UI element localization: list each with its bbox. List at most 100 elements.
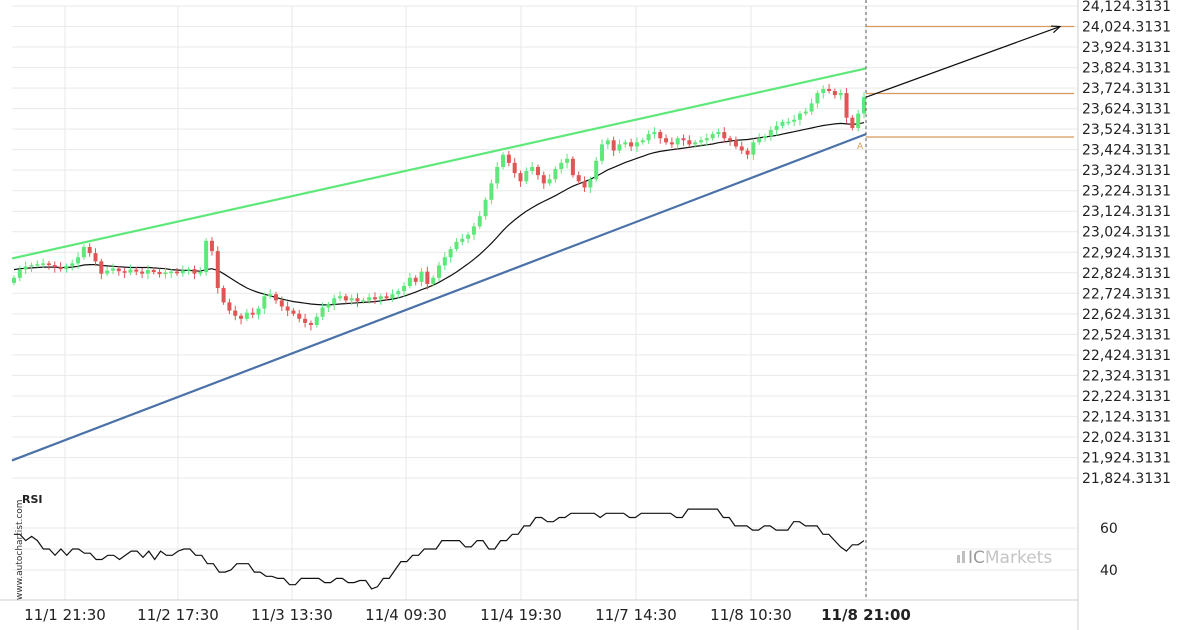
candle-body [116, 268, 121, 272]
candle-body [763, 136, 768, 139]
candle-body [58, 267, 63, 270]
candle-body [757, 138, 762, 143]
price-tick-label: 22,824.3131 [1082, 266, 1171, 282]
candle-body [448, 249, 453, 258]
pattern-marker-label: A [857, 142, 864, 152]
price-tick-label: 22,524.3131 [1082, 327, 1171, 343]
candle-body [23, 266, 28, 270]
candle-body [407, 277, 412, 286]
candle-body [681, 138, 686, 141]
price-tick-label: 23,224.3131 [1082, 184, 1171, 200]
candle-body [669, 142, 674, 145]
candle-body [431, 277, 436, 284]
candle-body [827, 88, 832, 92]
rsi-title: RSI [22, 493, 43, 506]
candle-body [384, 296, 389, 299]
time-axis: 11/1 21:30 11/2 17:30 11/3 13:30 11/4 09:30… [24, 606, 911, 624]
price-axis: 24,124.3131 24,024.3131 23,924.3131 23,824.… [1082, 0, 1171, 579]
candle-body [204, 240, 209, 273]
price-tick-label: 23,324.3131 [1082, 163, 1171, 179]
price-tick-label: 21,924.3131 [1082, 450, 1171, 466]
candle-body [693, 142, 698, 145]
candle-body [687, 140, 692, 145]
candle-body [623, 142, 628, 145]
price-tick-label: 21,824.3131 [1082, 471, 1171, 487]
candle-body [273, 294, 278, 301]
candle-body [570, 158, 575, 176]
candle-body [856, 113, 861, 128]
candle-body [524, 171, 529, 182]
time-tick-label: 11/8 10:30 [710, 606, 792, 624]
candle-body [477, 216, 482, 227]
time-tick-label: 11/4 19:30 [480, 606, 562, 624]
candle-body [349, 298, 354, 301]
candle-body [128, 269, 133, 273]
price-tick-label: 22,024.3131 [1082, 430, 1171, 446]
candle-body [442, 257, 447, 266]
price-tick-label: 23,724.3131 [1082, 81, 1171, 97]
svg-text:ICMarkets: ICMarkets [968, 548, 1052, 568]
time-tick-label: 11/2 17:30 [137, 606, 219, 624]
candle-body [483, 199, 488, 217]
candle-body [402, 285, 407, 292]
candle-body [495, 166, 500, 184]
candle-body [396, 291, 401, 295]
candle-body [413, 277, 418, 282]
candle-body [99, 261, 104, 274]
candle-body [338, 296, 343, 299]
price-tick-label: 22,324.3131 [1082, 368, 1171, 384]
candle-body [722, 132, 727, 139]
price-tick-label: 23,824.3131 [1082, 61, 1171, 77]
candle-body [70, 263, 75, 266]
candle-body [332, 298, 337, 305]
candle-body [437, 265, 441, 278]
candle-body [390, 294, 395, 299]
candle-body [52, 265, 57, 268]
candle-body [850, 117, 855, 128]
candle-body [262, 296, 267, 309]
candle-body [256, 308, 261, 315]
candle-body [611, 140, 616, 151]
candle-body [634, 142, 639, 147]
candle-body [122, 271, 127, 273]
price-tick-label: 22,624.3131 [1082, 307, 1171, 323]
candle-body [326, 304, 331, 308]
candle-body [675, 138, 680, 145]
projection-arrow [865, 25, 1061, 98]
candle-body [419, 271, 424, 282]
candle-body [64, 265, 69, 270]
candle-body [576, 175, 581, 182]
moving-average [13, 122, 865, 306]
candle-body [471, 226, 476, 235]
price-tick-label: 23,124.3131 [1082, 204, 1171, 220]
candle-body [41, 263, 46, 265]
candle-body [466, 234, 471, 239]
candle-body [454, 241, 459, 250]
candle-body [186, 269, 191, 271]
price-tick-label: 23,624.3131 [1082, 102, 1171, 118]
candle-body [588, 179, 593, 188]
candle-body [239, 315, 244, 319]
candle-body [733, 140, 738, 147]
candle-body [105, 270, 110, 274]
candle-body [297, 313, 302, 319]
lower-trendline [11, 133, 867, 462]
candle-body [372, 297, 377, 300]
candle-body [198, 272, 203, 274]
candle-body [792, 119, 797, 122]
time-tick-label: 11/8 21:00 [821, 606, 911, 624]
candle-body [140, 271, 145, 274]
candle-body [221, 288, 226, 303]
candle-body [163, 272, 168, 275]
candle-body [180, 270, 185, 274]
candle-body [582, 181, 587, 188]
time-tick-label: 11/1 21:30 [24, 606, 106, 624]
time-tick-label: 11/3 13:30 [251, 606, 333, 624]
candle-body [815, 93, 820, 104]
candle-body [110, 268, 115, 271]
target-levels: A [857, 0, 1074, 600]
candle-body [844, 93, 849, 118]
candle-body [268, 294, 273, 297]
candle-body [664, 138, 669, 143]
